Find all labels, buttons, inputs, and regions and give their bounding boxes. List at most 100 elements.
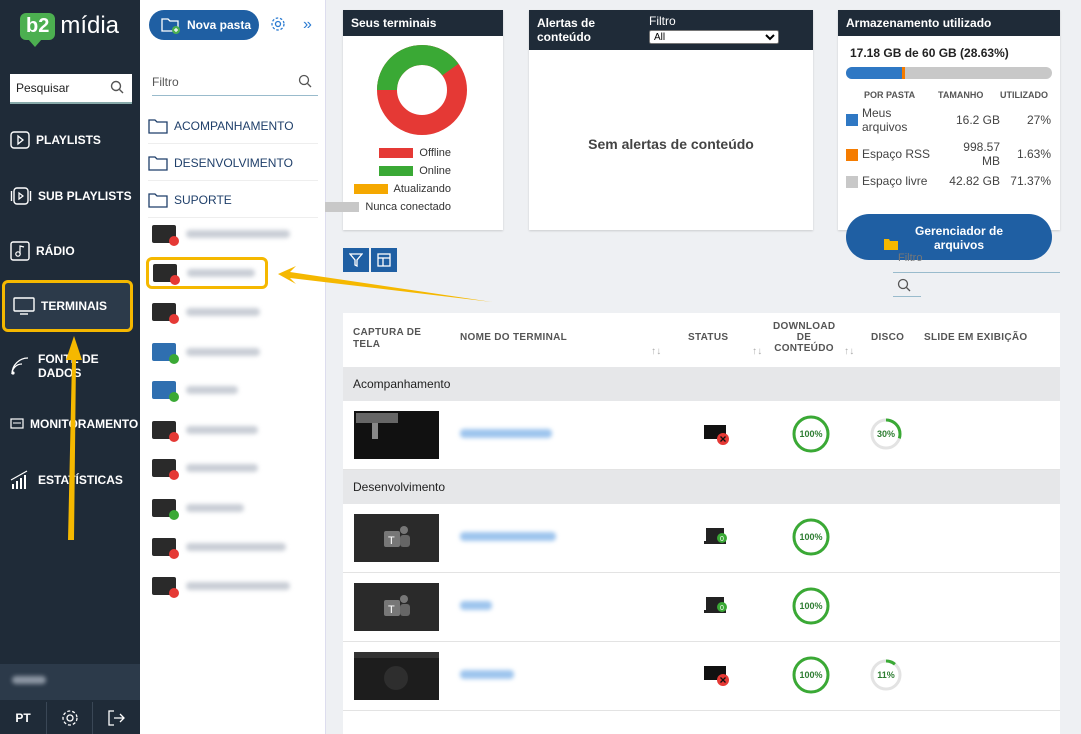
sort-icon[interactable]: ↑↓ [844,346,855,357]
terminal-screenshot[interactable] [354,652,439,700]
storage-swatch [846,148,858,161]
terminal-list-item[interactable] [152,574,322,598]
ring-fill [792,587,830,625]
terminal-list-item-selected[interactable] [146,257,268,289]
language-selector[interactable]: PT [15,711,31,725]
gear-icon [61,710,78,726]
online-status-icon: 0 [704,597,727,613]
terminals-card-title: Seus terminais [343,10,503,36]
terminal-name-blurred [186,230,290,238]
ring-label: 100% [799,670,822,680]
storage-used-fill [846,67,902,79]
folder-label: ACOMPANHAMENTO [174,118,294,133]
terminal-list-item[interactable] [152,535,322,559]
folder-filter-input[interactable]: Filtro [152,70,318,96]
disk-usage-ring: 11% [869,658,903,692]
col-header-slide[interactable]: SLIDE EM EXIBIÇÃO [924,332,1028,343]
logo-mark: b2 [20,12,56,47]
svg-text:T: T [388,535,395,547]
terminal-name-blurred [186,308,260,316]
bottom-bar: PT [0,702,140,734]
terminal-list-item[interactable] [152,496,322,520]
ring-fill [870,418,902,450]
nav-item-statistics[interactable]: ESTATÍSTICAS [0,454,140,506]
folder-icon [884,239,898,250]
nav-item-radio[interactable]: RÁDIO [0,225,140,277]
terminal-screenshot[interactable]: T [354,514,439,562]
logout-button[interactable] [92,702,138,734]
terminal-name-blurred [186,386,238,394]
disk-usage-ring: 30% [869,417,903,451]
ring-label: 100% [799,601,822,611]
nav-item-sub-playlists[interactable]: SUB PLAYLISTS [0,170,140,222]
terminal-name-blurred[interactable] [460,429,552,438]
terminal-list-item[interactable] [152,378,322,402]
terminal-thumb [152,343,179,364]
nav-item-monitoring[interactable]: MONITORAMENTO [0,398,140,450]
storage-title: Armazenamento utilizado [838,10,1060,36]
nav-label: SUB PLAYLISTS [38,189,132,203]
terminal-name-blurred[interactable] [460,601,492,610]
terminal-list-item[interactable] [152,456,322,480]
teams-logo: T [384,595,410,616]
filter-button[interactable] [343,248,369,272]
statistics-icon [10,470,28,489]
col-header-status[interactable]: STATUS [688,332,729,343]
terminal-thumb [152,538,179,559]
terminal-name-blurred[interactable] [460,670,514,679]
nav-item-data-source[interactable]: FONTE DE DADOS [0,340,140,392]
terminal-thumb [152,459,179,480]
main-sidebar: b2 mídia Pesquisar PLAYLISTS SUB PLAYLIS… [0,0,140,734]
table-header: CAPTURA DE TELA NOME DO TERMINAL ↑↓ STAT… [343,313,1060,367]
group-row[interactable]: Acompanhamento [343,367,1060,401]
search-input[interactable]: Pesquisar [10,74,132,104]
folder-item[interactable]: DESENVOLVIMENTO [148,145,318,181]
col-header-name[interactable]: NOME DO TERMINAL [460,332,568,343]
col-header-download[interactable]: DOWNLOAD DE CONTEÚDO [773,321,836,354]
logo-text: mídia [60,12,120,39]
sort-icon[interactable]: ↑↓ [752,346,763,357]
table-toolbar [343,248,397,272]
nav-item-playlists[interactable]: PLAYLISTS [0,114,140,166]
group-row[interactable]: Desenvolvimento [343,470,1060,504]
terminal-screenshot[interactable] [354,411,439,459]
terminal-list-item[interactable] [152,222,322,246]
storage-row-pct: 1.63% [1016,147,1051,161]
search-icon [897,278,911,292]
storage-row-label: Espaço RSS [862,147,931,161]
search-icon[interactable] [110,80,124,94]
folder-item[interactable]: ACOMPANHAMENTO [148,108,318,144]
columns-button[interactable] [371,248,397,272]
alerts-filter-label: Filtro [649,14,676,28]
col-header-disk[interactable]: DISCO [871,332,905,343]
col-header-screenshot[interactable]: CAPTURA DE TELA [353,327,422,350]
terminal-screenshot[interactable]: T [354,583,439,631]
file-manager-button[interactable]: Gerenciador de arquivos [846,214,1052,260]
terminal-list-item[interactable] [152,340,322,364]
table-filter-input[interactable]: Filtro [893,252,1060,297]
table-row[interactable]: T 0 100% [343,504,1060,573]
terminal-name-blurred[interactable] [460,532,556,541]
user-menu[interactable] [0,664,140,700]
folder-pane: Nova pasta » Filtro ACOMPANHAMENTO DESEN… [140,0,326,734]
progress-ring-svg: 100% [792,415,830,453]
table-row[interactable]: T 0 100% [343,573,1060,642]
table-row[interactable]: 100% 11% [343,642,1060,711]
terminal-thumb [152,225,179,246]
terminal-list-item[interactable] [152,300,322,324]
storage-header: POR PASTA [864,90,916,100]
new-folder-button[interactable]: Nova pasta [149,10,259,40]
folder-settings-icon[interactable] [270,16,286,32]
nav-item-terminals[interactable]: TERMINAIS [2,280,133,332]
alerts-filter-select[interactable]: All [649,30,779,44]
settings-button[interactable] [46,702,92,734]
terminal-thumb [152,577,179,598]
teams-logo: T [384,526,410,547]
terminal-list-item[interactable] [152,418,322,442]
folder-item[interactable]: SUPORTE [148,182,318,218]
nav-label: RÁDIO [36,244,75,258]
table-row[interactable]: 100% 30% [343,401,1060,470]
sort-icon[interactable]: ↑↓ [651,346,662,357]
collapse-chevron-icon[interactable]: » [303,16,312,33]
storage-row: Meus arquivos 16.2 GB 27% [846,103,1051,137]
